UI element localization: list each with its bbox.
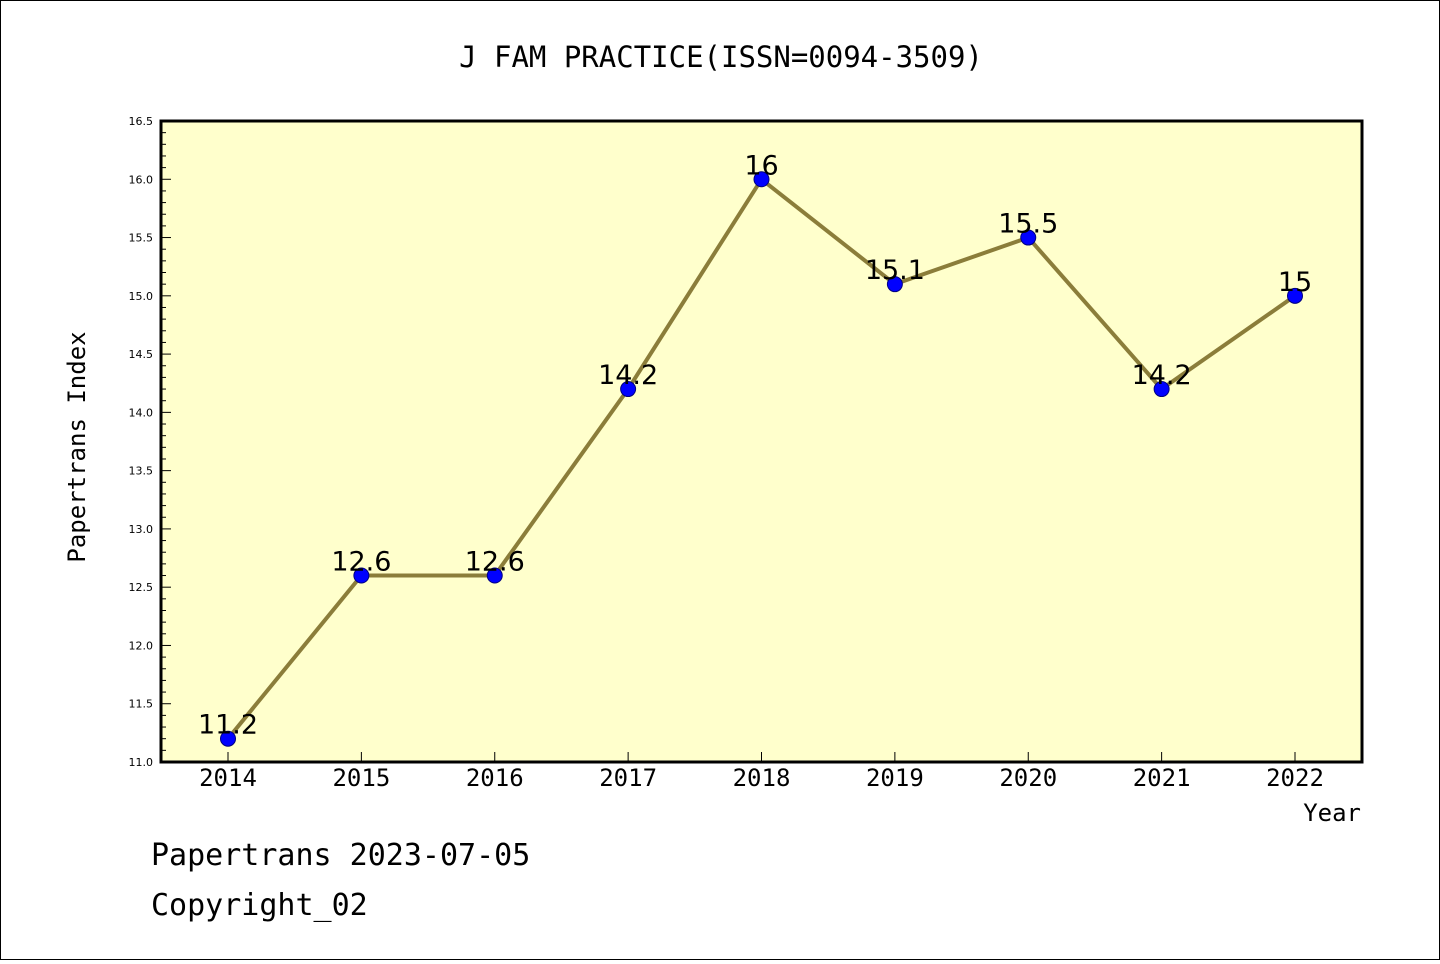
footer-copyright: Copyright_02 (151, 888, 368, 923)
x-tick-label: 2017 (599, 764, 657, 792)
x-tick-label: 2022 (1266, 764, 1324, 792)
data-point (1020, 229, 1037, 246)
data-points (220, 171, 1303, 747)
data-label: 16 (744, 150, 778, 181)
data-point (220, 730, 236, 747)
footer-date: Papertrans 2023-07-05 (151, 838, 530, 873)
data-label: 12.6 (465, 547, 525, 578)
data-point (353, 567, 370, 584)
data-label: 14.2 (598, 360, 658, 391)
data-label: 12.6 (331, 547, 391, 578)
data-point (1153, 381, 1170, 398)
data-point (620, 381, 637, 398)
x-axis-ticks: 2014 2015 2016 2017 2018 2019 2020 2021 2022 (199, 752, 1324, 792)
y-tick-label: 13.5 (129, 465, 154, 478)
y-tick-label: 14.0 (129, 406, 154, 419)
x-axis-title: Year (1303, 799, 1361, 827)
x-tick-label: 2014 (199, 764, 257, 792)
y-tick-label: 16.5 (129, 115, 154, 128)
y-tick-label: 14.5 (129, 348, 154, 361)
y-tick-label: 15.0 (129, 290, 154, 303)
data-point (486, 567, 503, 584)
plot-area (161, 121, 1362, 762)
x-tick-label: 2015 (332, 764, 390, 792)
data-label: 14.2 (1132, 360, 1192, 391)
plot-border (159, 119, 1364, 764)
data-label: 15.5 (998, 209, 1058, 240)
data-label: 15 (1278, 267, 1312, 298)
y-tick-label: 15.5 (129, 232, 154, 245)
y-tick-label: 11.0 (129, 756, 154, 769)
y-tick-label: 12.0 (129, 639, 154, 652)
data-labels: 11.2 12.6 12.6 14.2 16 15.1 15.5 14.2 15 (198, 150, 1312, 740)
data-label: 11.2 (198, 710, 258, 741)
y-axis-ticks: 11.0 11.5 12.0 12.5 13.0 13.5 14.0 14.5 15.0 15.5… (129, 115, 171, 769)
y-tick-label: 11.5 (129, 698, 154, 711)
data-label: 15.1 (865, 255, 925, 286)
x-tick-label: 2021 (1133, 764, 1191, 792)
chart-title: J FAM PRACTICE(ISSN=0094-3509) (459, 40, 983, 74)
x-tick-label: 2016 (466, 764, 524, 792)
y-tick-label: 16.0 (129, 173, 154, 186)
y-axis-title: Papertrans Index (63, 331, 91, 562)
data-point (886, 276, 903, 293)
data-point (1287, 287, 1303, 304)
x-tick-label: 2019 (866, 764, 924, 792)
x-tick-label: 2018 (733, 764, 791, 792)
x-tick-label: 2020 (999, 764, 1057, 792)
y-tick-label: 13.0 (129, 523, 154, 536)
data-point (753, 171, 770, 188)
y-tick-label: 12.5 (129, 581, 154, 594)
